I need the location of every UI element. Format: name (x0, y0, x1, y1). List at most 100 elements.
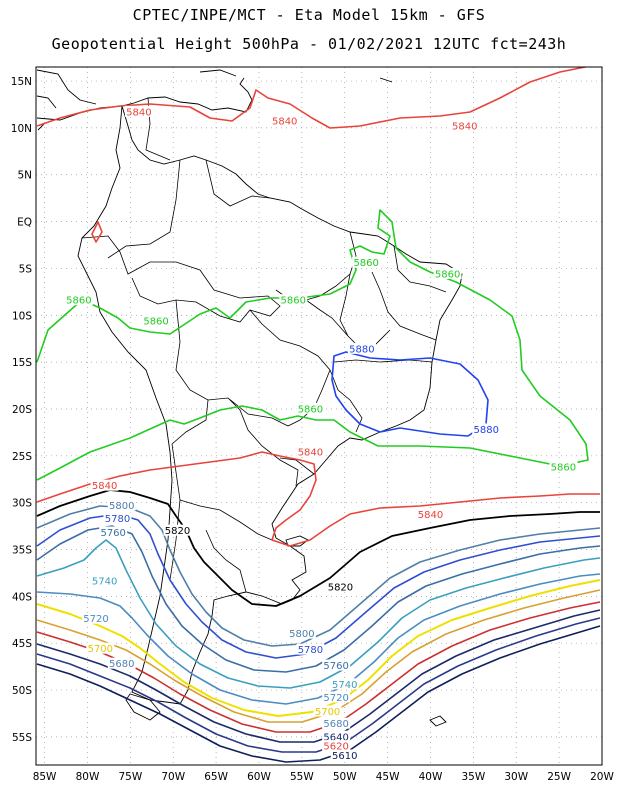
central-america (36, 69, 393, 131)
contour-label-bg (330, 678, 359, 690)
contour-5860-main (36, 209, 589, 481)
contour-label-bg (322, 717, 351, 729)
contour-label-bg (163, 524, 192, 536)
contour-label: 5840 (272, 117, 297, 128)
contour-label-bg (86, 642, 115, 654)
contour-5800 (36, 505, 601, 647)
contour-label: 5640 (323, 732, 348, 743)
contour-label: 5800 (289, 629, 314, 640)
contour-label: 5860 (66, 296, 91, 307)
map-subtitle: Geopotential Height 500hPa - 01/02/2021 … (51, 35, 567, 53)
lon-tick-label: 20W (590, 771, 614, 783)
contour-5880 (331, 351, 489, 437)
contour-5840-north (36, 67, 590, 129)
lat-tick-label: 10N (11, 123, 32, 135)
plot-frame (35, 66, 603, 766)
lat-tick-label: 10S (12, 310, 32, 322)
contour-label: 5820 (328, 582, 353, 593)
south-america-coastline (36, 77, 463, 705)
contour-label-bg (107, 499, 136, 511)
contour-5600 (36, 625, 601, 763)
contour-label: 5740 (92, 577, 117, 588)
contour-label: 5760 (323, 661, 348, 672)
contour-label: 5860 (551, 462, 576, 473)
contour-label: 5610 (332, 751, 357, 762)
contour-5820 (36, 489, 600, 607)
contour-label-bg (296, 445, 325, 457)
contour-label: 5700 (315, 707, 340, 718)
lat-tick-label: 25S (12, 451, 32, 463)
lat-tick-label: 5N (17, 170, 32, 182)
contour-label-bg (279, 294, 308, 306)
contour-label: 5860 (298, 404, 323, 415)
coastline-borders (36, 69, 463, 727)
lat-tick-label: 35S (12, 545, 32, 557)
contour-5740 (36, 539, 601, 689)
lat-tick-label: 55S (12, 732, 32, 744)
contour-label-bg (90, 479, 119, 491)
lat-tick-label: 5S (19, 263, 33, 275)
contour-5700 (36, 579, 601, 717)
lon-tick-label: 40W (419, 771, 443, 783)
contour-5620 (36, 617, 601, 753)
contour-5840-south (36, 451, 600, 547)
contour-label-bg (416, 508, 445, 520)
contour-label-bg (296, 643, 325, 655)
lon-tick-label: 55W (290, 771, 314, 783)
lat-tick-label: 15S (12, 357, 32, 369)
lon-tick-label: 70W (161, 771, 185, 783)
contour-label-bg (330, 749, 359, 761)
contour-label-bg (103, 512, 132, 524)
lon-tick-label: 30W (504, 771, 528, 783)
contour-label: 5840 (452, 121, 477, 132)
contour-label-bg (549, 460, 578, 472)
map-title: CPTEC/INPE/MCT - Eta Model 15km - GFS (132, 6, 486, 24)
contour-label-bg (450, 119, 479, 131)
contour-label-bg (124, 105, 153, 117)
contour-label-bg (352, 256, 381, 268)
contour-label-bg (107, 657, 136, 669)
contour-label-bg (433, 267, 462, 279)
contour-label: 5720 (83, 614, 108, 625)
contour-label-bg (322, 730, 351, 742)
contour-label: 5880 (474, 425, 499, 436)
contour-5680 (36, 589, 601, 723)
contour-label-bg (326, 580, 355, 592)
contour-label: 5760 (100, 528, 125, 539)
country-borders (81, 97, 447, 593)
south-georgia (429, 715, 447, 727)
contour-label: 5620 (323, 742, 348, 753)
contour-label: 5860 (281, 296, 306, 307)
contour-label-bg (270, 115, 299, 127)
contour-label: 5880 (349, 344, 374, 355)
contour-label: 5700 (88, 644, 113, 655)
lon-tick-label: 35W (461, 771, 485, 783)
tierra-del-fuego (125, 693, 161, 721)
contour-label: 5820 (165, 526, 190, 537)
contour-label: 5860 (435, 269, 460, 280)
contour-label-bg (82, 612, 111, 624)
contour-labels: 5840 5840 5840 5840 5840 5840 5860 5860 5860 5860… (64, 105, 578, 762)
contour-label-bg (296, 402, 325, 414)
lon-tick-label: 80W (76, 771, 100, 783)
lat-tick-label: 45S (12, 638, 32, 650)
contour-label-bg (142, 314, 171, 326)
contour-label: 5680 (109, 659, 134, 670)
lon-tick-label: 75W (118, 771, 142, 783)
contour-label: 5840 (92, 481, 117, 492)
contour-label-bg (347, 342, 376, 354)
lon-tick-label: 50W (333, 771, 357, 783)
lat-tick-label: 40S (12, 591, 32, 603)
contour-label-bg (322, 740, 351, 752)
contour-label-bg (313, 705, 342, 717)
lon-tick-label: 25W (547, 771, 571, 783)
contour-label: 5780 (105, 514, 130, 525)
axis-labels: 85W 80W 75W 70W 65W 60W 55W 50W 45W 40W 35W 30W 25W 2… (11, 76, 615, 783)
lat-tick-label: 30S (12, 498, 32, 510)
contour-label: 5840 (126, 107, 151, 118)
lon-tick-label: 60W (247, 771, 271, 783)
lon-tick-label: 45W (376, 771, 400, 783)
contour-label-bg (99, 526, 128, 538)
contour-label: 5840 (418, 510, 443, 521)
